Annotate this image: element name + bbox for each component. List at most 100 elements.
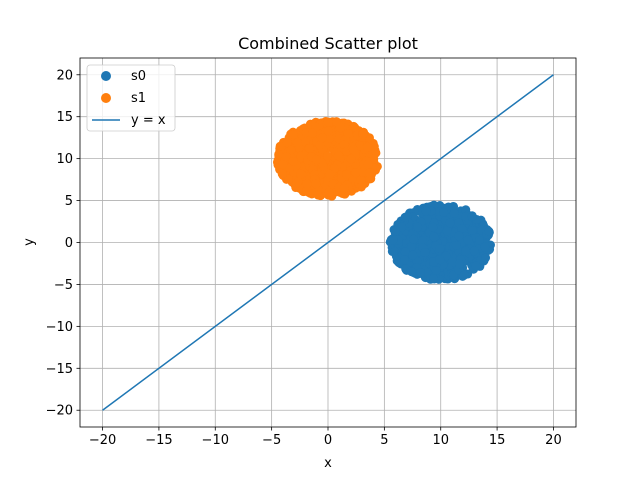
data-point-s1 (296, 169, 306, 179)
data-point-s0 (449, 208, 459, 218)
legend-label-s1: s1 (131, 91, 146, 106)
data-point-s0 (471, 261, 481, 271)
data-point-s1 (358, 167, 368, 177)
data-point-s0 (431, 265, 441, 275)
data-point-s0 (445, 218, 455, 228)
data-point-s1 (317, 133, 327, 143)
data-point-s0 (418, 236, 428, 246)
data-point-s0 (457, 224, 467, 234)
data-point-s0 (408, 250, 418, 260)
x-tick-label: 10 (432, 433, 449, 448)
data-point-s1 (311, 179, 321, 189)
data-point-s0 (421, 206, 431, 216)
data-point-s0 (388, 235, 398, 245)
x-tick-label: −5 (262, 433, 281, 448)
data-point-s1 (356, 175, 366, 185)
y-tick-label: 20 (56, 68, 73, 83)
data-point-s1 (323, 117, 333, 127)
data-point-s0 (459, 270, 469, 280)
y-tick-label: −15 (46, 362, 73, 377)
data-point-s1 (289, 130, 299, 140)
data-point-s1 (346, 154, 356, 164)
data-point-s1 (313, 190, 323, 200)
data-point-s1 (312, 155, 322, 165)
data-point-s1 (363, 142, 373, 152)
data-point-s0 (428, 222, 438, 232)
x-tick-label: 20 (545, 433, 562, 448)
data-point-s1 (277, 169, 287, 179)
data-point-s0 (484, 226, 494, 236)
data-point-s1 (302, 179, 312, 189)
y-tick-label: 0 (65, 236, 73, 251)
data-point-s1 (329, 163, 339, 173)
data-point-s0 (435, 255, 445, 265)
x-tick-label: −15 (145, 433, 172, 448)
data-point-s1 (343, 129, 353, 139)
data-point-s1 (323, 151, 333, 161)
data-point-s0 (415, 267, 425, 277)
series-s1 (273, 116, 382, 201)
data-point-s0 (461, 212, 471, 222)
data-point-s1 (324, 187, 334, 197)
data-point-s0 (400, 247, 410, 257)
y-tick-label: −5 (54, 278, 73, 293)
data-point-s1 (339, 183, 349, 193)
data-point-s1 (282, 138, 292, 148)
data-point-s1 (292, 138, 302, 148)
data-point-s1 (351, 168, 361, 178)
y-axis-label: y (22, 238, 37, 246)
data-point-s0 (475, 235, 485, 245)
y-tick-label: −20 (46, 404, 73, 419)
data-point-s1 (307, 128, 317, 138)
data-point-s1 (364, 168, 374, 178)
data-point-s0 (408, 234, 418, 244)
data-point-s0 (480, 242, 490, 252)
legend-label-s0: s0 (131, 69, 146, 84)
chart-title: Combined Scatter plot (238, 34, 418, 53)
x-axis-label: x (324, 456, 332, 471)
data-point-s1 (363, 159, 373, 169)
y-tick-label: 15 (56, 110, 73, 125)
data-point-s0 (480, 253, 490, 263)
data-point-s1 (281, 152, 291, 162)
data-point-s0 (406, 242, 416, 252)
axis-ticks: −20 −15 −10 −5 0 5 10 15 20 −20 −15 −10 −5 0 5 10 15 20 (46, 68, 562, 448)
data-point-s0 (442, 226, 452, 236)
data-point-s0 (399, 255, 409, 265)
data-point-s0 (429, 232, 439, 242)
x-tick-label: −10 (202, 433, 229, 448)
data-point-s1 (284, 174, 294, 184)
legend-box (86, 64, 176, 132)
data-point-s0 (389, 247, 399, 257)
data-point-s0 (400, 212, 410, 222)
legend-label-line: y = x (131, 113, 166, 128)
data-point-s1 (325, 169, 335, 179)
x-tick-label: −20 (89, 433, 116, 448)
data-point-s0 (420, 247, 430, 257)
data-point-s1 (331, 117, 341, 127)
data-point-s0 (407, 267, 417, 277)
x-tick-label: 5 (380, 433, 388, 448)
data-point-s0 (463, 235, 473, 245)
legend: s0 s1 y = x (86, 64, 176, 132)
series-line-y-equals-x (102, 74, 554, 411)
y-tick-label: 5 (65, 194, 73, 209)
x-tick-label: 15 (489, 433, 506, 448)
data-point-s1 (285, 163, 295, 173)
data-point-s1 (348, 145, 358, 155)
data-point-s0 (467, 225, 477, 235)
data-point-s1 (341, 169, 351, 179)
data-point-s0 (467, 212, 477, 222)
data-point-s0 (391, 226, 401, 236)
legend-marker-s0 (101, 71, 111, 81)
data-point-s0 (454, 231, 464, 241)
data-point-s0 (429, 274, 439, 284)
data-point-s1 (333, 151, 343, 161)
data-point-s0 (439, 207, 449, 217)
data-point-s0 (413, 222, 423, 232)
series-s0 (385, 200, 495, 284)
legend-marker-s1 (101, 93, 111, 103)
data-point-s0 (461, 246, 471, 256)
data-point-s0 (469, 246, 479, 256)
